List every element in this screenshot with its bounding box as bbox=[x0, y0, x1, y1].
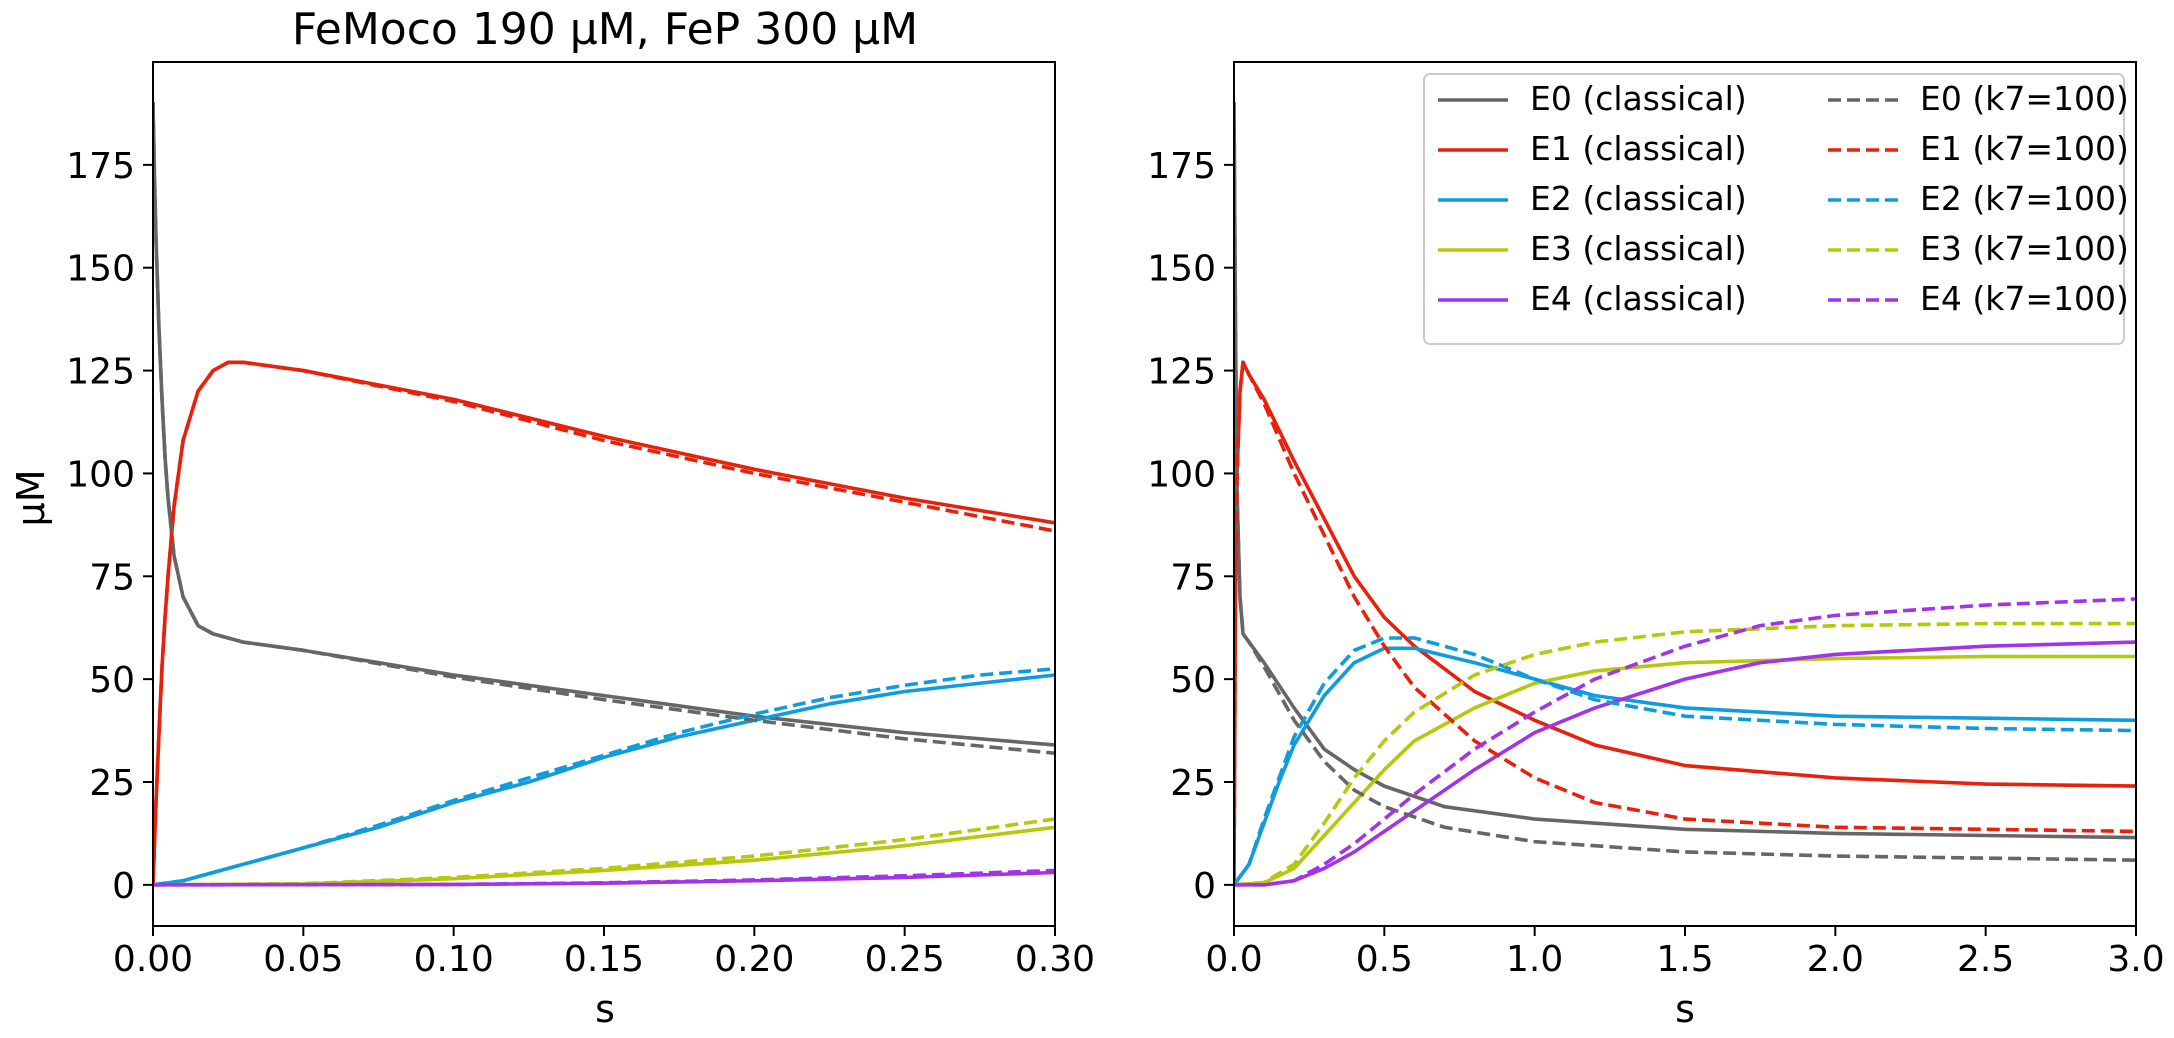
y-tick-label: 50 bbox=[89, 660, 135, 701]
legend-label: E4 (k7=100) bbox=[1920, 279, 2129, 318]
x-tick-label: 0.0 bbox=[1205, 939, 1262, 980]
x-axis-label: s bbox=[595, 987, 615, 1031]
series-line-e3-k7-100 bbox=[1234, 621, 2136, 887]
x-tick-label: 0.20 bbox=[714, 939, 794, 980]
y-tick-label: 75 bbox=[89, 557, 135, 598]
series-line-e2-classical bbox=[153, 673, 1055, 887]
y-tick-label: 50 bbox=[1170, 660, 1216, 701]
x-tick-label: 0.25 bbox=[865, 939, 945, 980]
series-line-e4-classical bbox=[1234, 640, 2136, 887]
legend-label: E4 (classical) bbox=[1530, 279, 1747, 318]
x-tick-label: 0.10 bbox=[414, 939, 494, 980]
y-tick-label: 0 bbox=[1193, 866, 1216, 907]
y-tick-label: 125 bbox=[66, 352, 135, 393]
x-axis-label: s bbox=[1675, 987, 1695, 1031]
series-line-e1-classical bbox=[1234, 360, 2136, 887]
x-tick-label: 0.00 bbox=[113, 939, 193, 980]
x-tick-label: 0.05 bbox=[263, 939, 343, 980]
series-line-e0-k7-100 bbox=[1234, 103, 2136, 862]
y-tick-label: 175 bbox=[1147, 146, 1216, 187]
y-tick-label: 125 bbox=[1147, 352, 1216, 393]
series-line-e4-k7-100 bbox=[153, 868, 1055, 887]
series-line-e4-k7-100 bbox=[1234, 597, 2136, 887]
series-line-e2-k7-100 bbox=[1234, 636, 2136, 886]
left-chart: FeMoco 190 µM, FeP 300 µM µM s 0.00 0.05 0… bbox=[9, 4, 1095, 1031]
x-tick-label: 3.0 bbox=[2107, 939, 2164, 980]
series-line-e2-classical bbox=[1234, 646, 2136, 887]
series-line-e3-classical bbox=[1234, 654, 2136, 887]
y-tick-label: 150 bbox=[1147, 249, 1216, 290]
y-tick-label: 175 bbox=[66, 146, 135, 187]
legend-label: E0 (k7=100) bbox=[1920, 79, 2129, 118]
series-group bbox=[153, 101, 1055, 887]
series-line-e1-k7-100 bbox=[1234, 360, 2136, 885]
legend-label: E2 (classical) bbox=[1530, 179, 1747, 218]
series-line-e0-classical bbox=[153, 101, 1055, 747]
right-chart: s 0.0 0.5 1.0 1.5 2.0 2.5 3.0 0 25 50 75 100 125 150 1… bbox=[1147, 61, 2165, 1031]
y-tick-label: 25 bbox=[89, 763, 135, 804]
legend-label: E3 (k7=100) bbox=[1920, 229, 2129, 268]
legend-label: E1 (classical) bbox=[1530, 129, 1747, 168]
y-axis-label: µM bbox=[9, 470, 53, 527]
series-line-e2-k7-100 bbox=[153, 667, 1055, 887]
series-line-e1-classical bbox=[153, 360, 1055, 887]
x-tick-label: 0.5 bbox=[1356, 939, 1413, 980]
x-tick-label: 1.5 bbox=[1656, 939, 1713, 980]
x-tick-label: 2.5 bbox=[1957, 939, 2014, 980]
legend-label: E2 (k7=100) bbox=[1920, 179, 2129, 218]
x-tick-label: 0.15 bbox=[564, 939, 644, 980]
series-line-e3-k7-100 bbox=[153, 817, 1055, 887]
legend-label: E1 (k7=100) bbox=[1920, 129, 2129, 168]
series-line-e0-k7-100 bbox=[153, 103, 1055, 755]
y-tick-label: 0 bbox=[112, 866, 135, 907]
legend-box bbox=[1423, 73, 2125, 345]
y-tick-label: 100 bbox=[66, 454, 135, 495]
y-tick-label: 100 bbox=[1147, 454, 1216, 495]
x-tick-label: 2.0 bbox=[1807, 939, 1864, 980]
legend-label: E0 (classical) bbox=[1530, 79, 1747, 118]
series-line-e1-k7-100 bbox=[153, 360, 1055, 885]
legend: E0 (classical) E1 (classical) E2 (classica… bbox=[1423, 73, 2129, 345]
y-tick-label: 150 bbox=[66, 249, 135, 290]
y-tick-label: 25 bbox=[1170, 763, 1216, 804]
chart-title: FeMoco 190 µM, FeP 300 µM bbox=[292, 4, 918, 55]
plot-frame bbox=[152, 61, 1056, 927]
series-group bbox=[1234, 101, 2136, 887]
x-tick-label: 1.0 bbox=[1506, 939, 1563, 980]
y-tick-label: 75 bbox=[1170, 557, 1216, 598]
x-tick-label: 0.30 bbox=[1015, 939, 1095, 980]
legend-label: E3 (classical) bbox=[1530, 229, 1747, 268]
